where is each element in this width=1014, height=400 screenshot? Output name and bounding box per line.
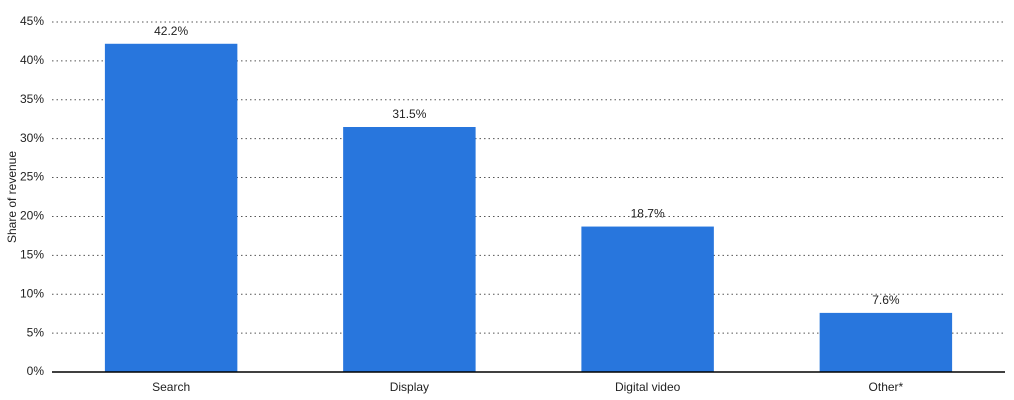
y-tick-label: 35% xyxy=(20,92,44,106)
y-tick-label: 45% xyxy=(20,14,44,28)
y-tick-label: 10% xyxy=(20,286,44,300)
bar xyxy=(343,127,476,372)
y-tick-label: 40% xyxy=(20,53,44,67)
data-label: 42.2% xyxy=(154,24,188,38)
y-tick-label: 0% xyxy=(27,364,45,378)
x-tick-label: Other* xyxy=(869,380,904,394)
data-label: 18.7% xyxy=(631,207,665,221)
y-axis-title: Share of revenue xyxy=(5,151,19,243)
bar xyxy=(581,226,714,372)
y-tick-label: 20% xyxy=(20,209,44,223)
data-label: 7.6% xyxy=(872,293,900,307)
x-tick-label: Display xyxy=(390,380,429,394)
x-tick-label: Digital video xyxy=(615,380,681,394)
bar xyxy=(104,43,238,373)
y-tick-label: 5% xyxy=(27,325,45,339)
y-tick-label: 15% xyxy=(20,248,44,262)
y-tick-label: 30% xyxy=(20,131,44,145)
data-label: 31.5% xyxy=(392,107,426,121)
x-tick-label: Search xyxy=(152,380,190,394)
bar xyxy=(819,312,953,372)
y-tick-label: 25% xyxy=(20,170,44,184)
